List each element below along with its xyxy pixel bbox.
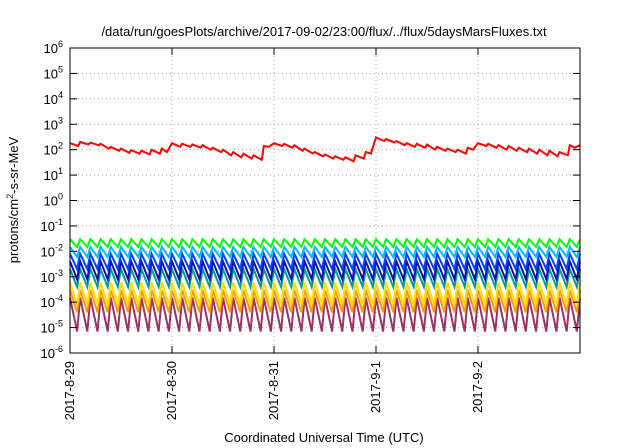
y-tick-label: 104 — [44, 90, 63, 107]
y-tick-exp: 3 — [58, 115, 63, 125]
y-tick-label: 101 — [44, 166, 63, 183]
y-tick-exp: 0 — [58, 192, 63, 202]
series-line — [69, 244, 581, 260]
y-tick-label: 100 — [44, 192, 63, 209]
y-tick-base: 10 — [41, 219, 55, 234]
series-line — [69, 265, 581, 291]
y-axis-label-post: -s-sr-MeV — [6, 136, 21, 193]
y-tick-base: 10 — [44, 194, 58, 209]
y-axis-label-sup: 2 — [5, 194, 15, 199]
series-line — [69, 250, 581, 273]
x-tick-label: 2017-8-30 — [164, 361, 179, 420]
y-tick-base: 10 — [44, 143, 58, 158]
series-layer — [69, 136, 581, 332]
y-tick-base: 10 — [44, 92, 58, 107]
series-line — [69, 289, 581, 313]
y-tick-label: 105 — [44, 64, 63, 81]
x-axis: 2017-8-29 2017-8-30 2017-8-31 2017-9-1 2017-… — [62, 48, 485, 420]
y-tick-exp: -3 — [55, 268, 63, 278]
y-tick-label: 102 — [44, 141, 63, 158]
y-tick-label: 10-1 — [41, 217, 63, 234]
y-tick-exp: -6 — [55, 344, 63, 354]
y-tick-label: 10-6 — [41, 344, 63, 361]
series-line — [69, 257, 581, 283]
x-tick-label: 2017-8-29 — [62, 361, 77, 420]
y-tick-label: 106 — [44, 39, 63, 56]
y-axis-label: protons/cm2-s-sr-MeV — [5, 136, 21, 263]
series-line — [69, 282, 581, 305]
x-tick-label: 2017-9-2 — [470, 361, 485, 413]
y-tick-exp: -1 — [55, 217, 63, 227]
y-tick-base: 10 — [41, 244, 55, 259]
chart-title: /data/run/goesPlots/archive/2017-09-02/2… — [101, 24, 547, 39]
x-axis-label: Coordinated Universal Time (UTC) — [224, 430, 423, 445]
y-tick-label: 10-4 — [41, 293, 63, 310]
y-tick-base: 10 — [41, 321, 55, 336]
y-tick-exp: -5 — [55, 319, 63, 329]
y-tick-exp: 6 — [58, 39, 63, 49]
y-tick-base: 10 — [41, 270, 55, 285]
y-tick-base: 10 — [44, 41, 58, 56]
y-tick-label: 10-5 — [41, 319, 63, 336]
y-tick-label: 10-2 — [41, 242, 63, 259]
x-tick-label: 2017-9-1 — [368, 361, 383, 413]
y-tick-label: 103 — [44, 115, 63, 132]
y-axis: 10-610-510-410-310-210-11001011021031041… — [41, 39, 580, 361]
series-line — [69, 297, 581, 332]
y-tick-exp: 1 — [58, 166, 63, 176]
y-tick-exp: -4 — [55, 293, 63, 303]
y-tick-base: 10 — [41, 346, 55, 361]
y-tick-base: 10 — [41, 295, 55, 310]
y-tick-base: 10 — [44, 117, 58, 132]
y-tick-base: 10 — [44, 66, 58, 81]
y-tick-base: 10 — [44, 168, 58, 183]
series-line — [69, 136, 581, 163]
y-axis-label-pre: protons/cm — [6, 199, 21, 263]
y-tick-label: 10-3 — [41, 268, 63, 285]
y-tick-exp: 2 — [58, 141, 63, 151]
series-line — [69, 237, 581, 249]
y-tick-exp: 4 — [58, 90, 63, 100]
y-tick-exp: -2 — [55, 242, 63, 252]
y-tick-exp: 5 — [58, 64, 63, 74]
x-tick-label: 2017-8-31 — [266, 361, 281, 420]
